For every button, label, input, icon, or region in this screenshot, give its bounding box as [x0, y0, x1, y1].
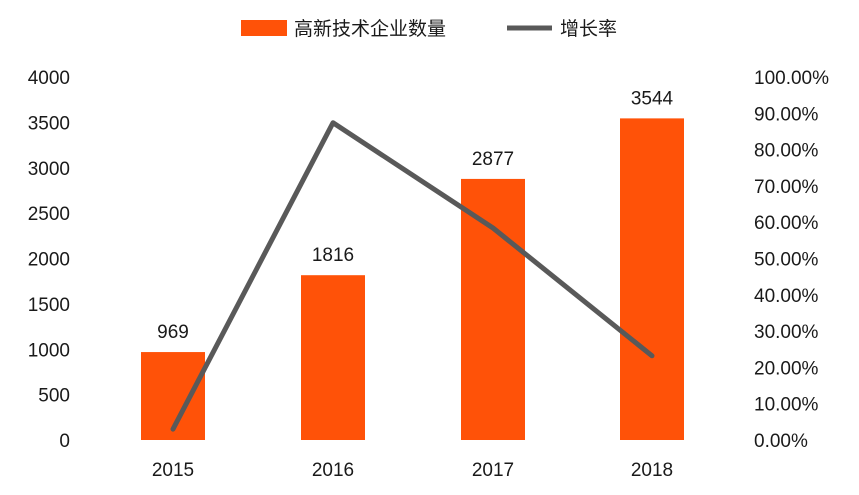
- x-axis: 2015 2016 2017 2018: [152, 460, 673, 481]
- bar-series: [141, 118, 684, 441]
- right-axis-tick-label: 20.00%: [754, 358, 819, 379]
- right-y-axis: 0.00% 10.00% 20.00% 30.00% 40.00% 50.00% 60.00…: [754, 68, 829, 452]
- bar-data-labels: 969 1816 2877 3544: [157, 88, 673, 343]
- left-axis-tick-label: 3500: [28, 113, 70, 134]
- left-y-axis: 0 500 1000 1500 2000 2500 3000 3500 4000: [28, 68, 70, 452]
- right-axis-tick-label: 50.00%: [754, 250, 819, 271]
- right-axis-tick-label: 60.00%: [754, 213, 819, 234]
- right-axis-tick-label: 10.00%: [754, 395, 819, 416]
- bar: [461, 178, 525, 441]
- right-axis-tick-label: 100.00%: [754, 68, 829, 89]
- right-axis-tick-label: 70.00%: [754, 177, 819, 198]
- legend: 高新技术企业数量 增长率: [241, 18, 617, 40]
- bar-data-label: 969: [157, 322, 189, 343]
- right-axis-tick-label: 30.00%: [754, 322, 819, 343]
- x-axis-tick-label: 2017: [472, 460, 514, 481]
- bar: [301, 275, 365, 440]
- x-axis-tick-label: 2018: [631, 460, 673, 481]
- left-axis-tick-label: 3000: [28, 159, 70, 180]
- legend-line-label: 增长率: [560, 18, 617, 40]
- left-axis-tick-label: 2000: [28, 250, 70, 271]
- right-axis-tick-label: 80.00%: [754, 141, 819, 162]
- left-axis-tick-label: 1000: [28, 340, 70, 361]
- right-axis-tick-label: 0.00%: [754, 431, 808, 452]
- bar: [620, 118, 684, 440]
- left-axis-tick-label: 4000: [28, 68, 70, 89]
- growth-rate-series: [170, 120, 655, 432]
- bar-data-label: 1816: [312, 245, 354, 266]
- legend-bar-label: 高新技术企业数量: [294, 18, 446, 40]
- left-axis-tick-label: 0: [59, 431, 70, 452]
- left-axis-tick-label: 500: [38, 386, 70, 407]
- left-axis-tick-label: 1500: [28, 295, 70, 316]
- x-axis-tick-label: 2015: [152, 460, 194, 481]
- bar-data-label: 3544: [631, 88, 674, 109]
- right-axis-tick-label: 90.00%: [754, 104, 819, 125]
- x-axis-tick-label: 2016: [312, 460, 354, 481]
- legend-bar-swatch: [241, 20, 287, 36]
- right-axis-tick-label: 40.00%: [754, 286, 819, 307]
- growth-rate-line: [170, 120, 655, 432]
- left-axis-tick-label: 2500: [28, 204, 70, 225]
- bar-data-label: 2877: [472, 149, 514, 170]
